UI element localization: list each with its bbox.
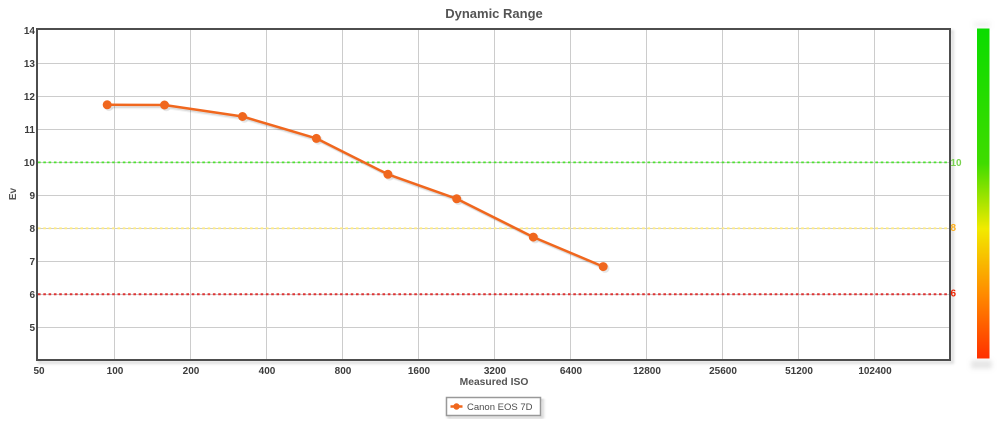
svg-text:9: 9 bbox=[29, 191, 35, 202]
svg-text:6: 6 bbox=[951, 289, 957, 300]
svg-text:6400: 6400 bbox=[560, 366, 583, 377]
svg-text:Dynamic Range: Dynamic Range bbox=[445, 6, 543, 21]
svg-text:11: 11 bbox=[24, 125, 35, 136]
svg-text:51200: 51200 bbox=[785, 366, 813, 377]
svg-text:8: 8 bbox=[951, 223, 957, 234]
svg-text:13: 13 bbox=[24, 59, 36, 70]
svg-text:6: 6 bbox=[29, 290, 35, 301]
svg-text:400: 400 bbox=[259, 366, 276, 377]
svg-text:1600: 1600 bbox=[408, 366, 431, 377]
svg-text:Ev: Ev bbox=[8, 187, 19, 200]
svg-text:14: 14 bbox=[24, 26, 36, 37]
svg-text:12800: 12800 bbox=[633, 366, 661, 377]
svg-text:7: 7 bbox=[29, 257, 35, 268]
svg-text:50: 50 bbox=[33, 366, 45, 377]
svg-text:102400: 102400 bbox=[858, 366, 892, 377]
svg-text:800: 800 bbox=[335, 366, 352, 377]
svg-text:200: 200 bbox=[183, 366, 200, 377]
svg-text:25600: 25600 bbox=[709, 366, 737, 377]
svg-text:Canon EOS 7D: Canon EOS 7D bbox=[467, 402, 533, 413]
svg-text:10: 10 bbox=[951, 158, 963, 169]
svg-text:8: 8 bbox=[29, 224, 35, 235]
svg-text:Measured ISO: Measured ISO bbox=[460, 377, 529, 388]
svg-text:10: 10 bbox=[24, 158, 36, 169]
svg-text:5: 5 bbox=[29, 323, 35, 334]
svg-text:100: 100 bbox=[107, 366, 124, 377]
svg-text:3200: 3200 bbox=[484, 366, 507, 377]
svg-text:12: 12 bbox=[24, 92, 36, 103]
